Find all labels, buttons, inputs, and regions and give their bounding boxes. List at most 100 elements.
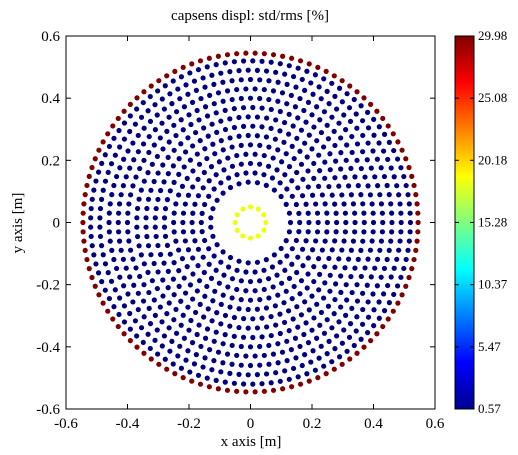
sensor-point-inner [376,124,382,130]
sensor-point-inner [123,174,129,180]
sensor-point-outer [261,51,267,57]
sensor-point-outer [84,256,90,263]
sensor-point-inner [192,201,198,207]
sensor-point-inner [178,365,185,371]
sensor-point-inner [401,173,407,180]
sensor-point-inner [195,372,202,378]
sensor-point-inner [151,142,157,148]
sensor-point-inner [131,282,137,288]
sensor-point-inner [189,219,195,226]
sensor-point-inner [354,314,360,320]
sensor-point-inner [102,178,109,184]
sensor-point-inner [297,219,303,226]
sensor-point-inner [302,352,308,358]
sensor-point-inner [171,229,177,235]
sensor-point-inner [180,312,186,318]
sensor-point-inner [159,96,165,102]
sensor-point-outer [306,61,312,67]
sensor-point-inner [148,187,154,193]
sensor-point-inner [324,351,330,357]
sensor-point-inner [155,269,161,275]
sensor-point-inner [118,192,124,198]
sensor-point-inner [190,210,196,216]
sensor-point-inner [157,187,164,194]
sensor-point-inner [245,372,251,378]
sensor-point-inner [135,290,141,296]
sensor-point-inner [378,274,384,280]
sensor-point-outer [127,101,133,107]
sensor-point-inner [286,210,292,216]
sensor-point-inner [195,246,202,252]
sensor-point-inner [205,306,211,312]
sensor-point-inner [341,201,347,207]
sensor-point-inner [289,296,295,302]
sensor-point-inner [214,129,220,135]
sensor-point-inner [265,276,272,282]
sensor-point-inner [378,165,384,171]
sensor-point-inner [305,229,311,235]
sensor-point-inner [324,229,330,235]
sensor-point-outer [414,201,420,207]
sensor-point-inner [273,117,279,123]
sensor-point-inner [143,224,149,230]
sensor-point-inner [364,157,370,163]
sensor-point-inner [305,255,311,261]
sensor-point-inner [125,229,131,235]
sensor-point-outer [409,173,415,179]
sensor-point-inner [238,77,244,83]
sensor-point-inner [343,219,349,226]
sensor-point-outer [306,378,312,384]
sensor-point-inner [126,238,132,244]
sensor-point-inner [154,153,160,160]
sensor-point-outer [92,283,98,289]
sensor-point-inner [227,304,233,310]
sensor-point-inner [290,123,296,129]
sensor-point-inner [403,182,409,189]
sensor-point-inner [310,348,316,354]
sensor-point-outer [84,182,90,189]
sensor-point-inner [316,152,322,158]
sensor-point-inner [169,101,175,107]
sensor-point-inner [299,193,306,199]
sensor-point-outer [180,64,186,70]
sensor-point-outer [148,356,154,362]
sensor-point-inner [170,276,176,282]
sensor-point-inner [138,114,145,120]
sensor-point-inner [160,277,166,283]
sensor-point-inner [138,187,144,193]
sensor-point-inner [286,376,292,382]
sensor-point-inner [106,210,112,216]
sensor-point-inner [107,201,113,207]
sensor-point-inner [195,67,202,73]
sensor-point-inner [313,238,319,244]
sensor-point-outer [96,292,102,298]
sensor-point-outer [354,350,360,356]
sensor-point-inner [154,285,160,292]
sensor-point-outer [189,378,195,384]
sensor-point-inner [379,210,385,216]
sensor-point-inner [179,256,186,262]
sensor-point-inner [343,127,349,133]
sensor-point-inner [309,146,315,152]
sensor-point-inner [185,247,192,253]
sensor-point-outer [385,123,391,129]
sensor-point-outer [297,58,304,64]
sensor-point-inner [247,362,254,369]
sensor-point-inner [298,127,305,133]
sensor-point-inner [347,118,354,124]
sensor-point-inner [352,265,358,271]
sensor-point-inner [200,185,206,191]
sensor-point-inner [241,123,247,129]
sensor-point-inner [386,300,392,306]
sensor-point-inner [291,283,297,290]
sensor-point-inner [252,86,258,92]
sensor-point-inner [222,126,229,133]
sensor-point-inner [396,247,402,253]
sensor-point-inner [311,264,317,270]
sensor-point-inner [306,132,312,138]
sensor-point-inner [135,149,141,155]
sensor-point-inner [348,165,354,172]
sensor-point-inner [309,247,316,253]
sensor-point-inner [218,138,224,144]
sensor-point-inner [297,291,303,297]
